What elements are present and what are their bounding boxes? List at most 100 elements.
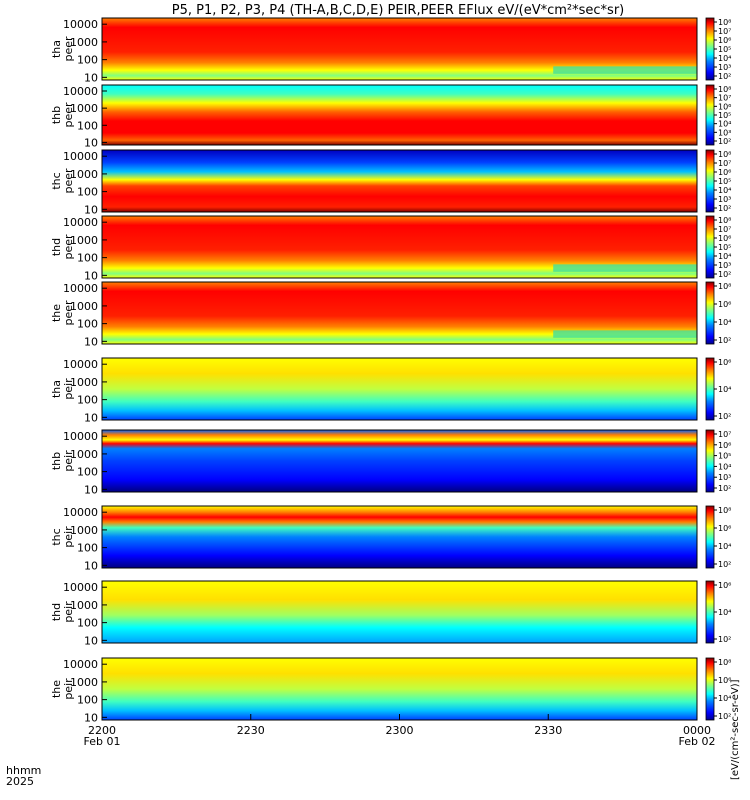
panel-probe-label: thc [50, 528, 63, 545]
y-tick-label: 100 [77, 318, 98, 331]
low-energy-band [553, 66, 697, 74]
colorbar [705, 580, 715, 644]
colorbar [705, 357, 715, 421]
panel-species-label: peer [62, 300, 75, 326]
y-tick-label: 10 [84, 483, 98, 496]
y-tick-label: 10 [84, 711, 98, 724]
y-tick-label: 1000 [70, 234, 98, 247]
colorbar-tick-label: 10⁸ [718, 18, 731, 27]
spectrogram-image [102, 430, 697, 492]
colorbar [705, 429, 715, 493]
y-tick-label: 10000 [63, 430, 98, 443]
y-tick-label: 100 [77, 252, 98, 265]
y-tick-label: 10 [84, 634, 98, 647]
colorbar-tick-label: 10³ [718, 128, 731, 137]
panel-probe-label: tha [50, 380, 63, 398]
colorbar-tick-label: 10⁴ [718, 252, 731, 261]
y-tick-label: 100 [77, 617, 98, 630]
colorbar-tick-label: 10⁶ [718, 168, 731, 177]
colorbar-tick-label: 10⁶ [718, 581, 731, 590]
colorbar-tick-label: 10⁴ [718, 120, 731, 129]
panel-probe-label: thb [50, 106, 63, 124]
panel-frame [101, 580, 698, 644]
colorbar-tick-label: 10⁴ [718, 462, 731, 471]
colorbar-tick-label: 10² [718, 72, 731, 81]
y-tick-label: 10000 [63, 658, 98, 671]
y-tick-label: 10 [84, 269, 98, 282]
colorbar-unit-label: [eV/(cm²-sec-sr-eV)] [730, 679, 741, 780]
spectrogram-image [102, 658, 697, 720]
colorbar-tick-label: 10⁷ [718, 159, 731, 168]
panel-species-label: peer [62, 234, 75, 260]
colorbar-tick-label: 10⁵ [718, 452, 731, 461]
colorbar-tick-label: 10³ [718, 261, 731, 270]
colorbar-tick-label: 10⁵ [718, 45, 731, 54]
spectrogram-image [102, 358, 697, 420]
colorbar-tick-label: 10⁷ [718, 94, 731, 103]
colorbar [705, 281, 715, 345]
colorbar-tick-label: 10⁴ [718, 608, 731, 617]
panel-frame [101, 149, 698, 213]
low-energy-band [553, 330, 697, 338]
panel-probe-label: thb [50, 452, 63, 470]
y-tick-label: 100 [77, 694, 98, 707]
panel-frame [101, 429, 698, 493]
x-tick-label: 2300 [386, 724, 414, 737]
colorbar-tick-label: 10⁷ [718, 225, 731, 234]
y-tick-label: 10 [84, 411, 98, 424]
y-tick-label: 100 [77, 394, 98, 407]
y-tick-label: 10 [84, 559, 98, 572]
colorbar-tick-label: 10² [718, 484, 731, 493]
y-tick-label: 10000 [63, 18, 98, 31]
y-tick-label: 1000 [70, 524, 98, 537]
colorbar-tick-label: 10⁴ [718, 542, 731, 551]
y-tick-label: 10 [84, 71, 98, 84]
colorbar-tick-label: 10⁶ [718, 102, 731, 111]
y-tick-label: 1000 [70, 168, 98, 181]
colorbar [705, 149, 715, 213]
y-tick-label: 1000 [70, 300, 98, 313]
panel-probe-label: thd [50, 238, 63, 256]
panel-probe-label: tha [50, 40, 63, 58]
y-tick-label: 10000 [63, 150, 98, 163]
colorbar-tick-label: 10⁴ [718, 318, 731, 327]
colorbar [705, 17, 715, 81]
panel-probe-label: thc [50, 172, 63, 189]
colorbar-tick-label: 10⁷ [718, 430, 731, 439]
colorbar-tick-label: 10³ [718, 195, 731, 204]
panel-probe-label: the [50, 304, 63, 322]
y-tick-label: 1000 [70, 102, 98, 115]
colorbar-tick-label: 10⁴ [718, 694, 731, 703]
colorbar-tick-label: 10⁵ [718, 177, 731, 186]
colorbar-tick-label: 10⁵ [718, 111, 731, 120]
panel-species-label: peer [62, 168, 75, 194]
colorbar-tick-label: 10² [718, 270, 731, 279]
panel-species-label: peir [62, 450, 75, 472]
colorbar-tick-label: 10⁸ [718, 658, 731, 667]
colorbar-tick-label: 10⁶ [718, 524, 731, 533]
panel-probe-label: the [50, 680, 63, 698]
panel-species-label: peir [62, 601, 75, 623]
colorbar [705, 505, 715, 569]
figure-title: P5, P1, P2, P3, P4 (TH-A,B,C,D,E) PEIR,P… [172, 3, 625, 18]
colorbar-tick-label: 10⁷ [718, 27, 731, 36]
y-tick-label: 10000 [63, 581, 98, 594]
spectrogram-image [102, 581, 697, 643]
colorbar-tick-label: 10⁴ [718, 54, 731, 63]
spectrogram-image [102, 85, 697, 145]
x-axis-row-label-hhmm: hhmm [6, 764, 41, 777]
panel-species-label: peer [62, 36, 75, 62]
colorbar-tick-label: 10⁵ [718, 243, 731, 252]
colorbar-tick-label: 10⁸ [718, 216, 731, 225]
colorbar-tick-label: 10² [718, 412, 731, 421]
y-tick-label: 100 [77, 466, 98, 479]
panel-frame [101, 84, 698, 146]
